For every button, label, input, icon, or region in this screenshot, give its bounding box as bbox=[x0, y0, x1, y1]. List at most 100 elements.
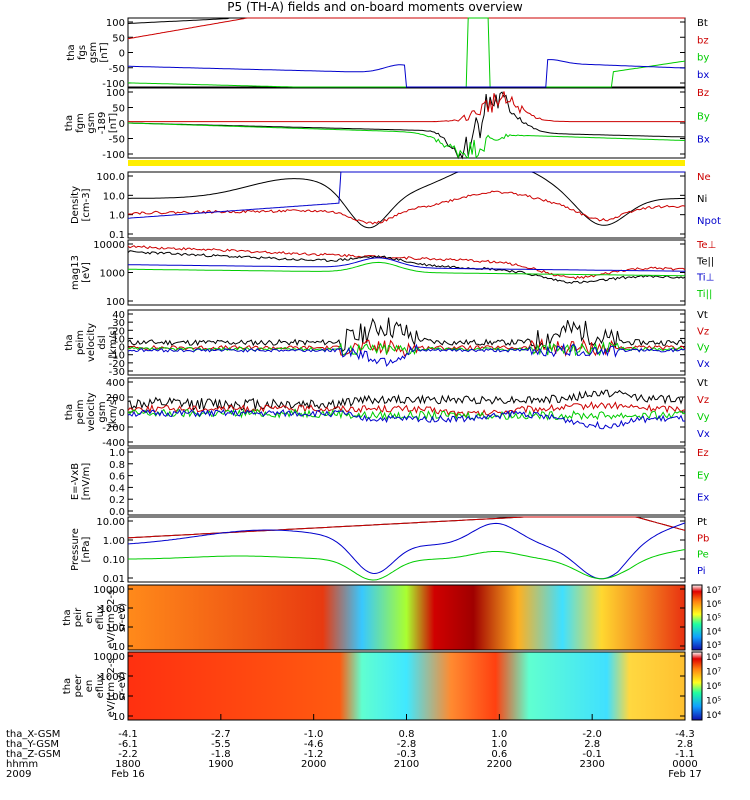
y-tick-label: 1000 bbox=[100, 672, 125, 683]
y-tick-label: 10000 bbox=[93, 240, 125, 251]
colorbar-tick-label: 10⁵ bbox=[706, 697, 721, 707]
y-tick-label: 100 bbox=[106, 297, 125, 308]
series-line bbox=[127, 250, 686, 284]
series-line bbox=[128, 257, 685, 272]
y-tick-label: 0 bbox=[119, 49, 125, 60]
y-tick-label: 0.4 bbox=[109, 483, 125, 494]
x-tick-label: -1.0 bbox=[304, 729, 324, 740]
x-tick-label: 1900 bbox=[208, 759, 233, 770]
colorbar-tick-label: 10³ bbox=[706, 641, 721, 651]
y-tick-label: 100 bbox=[106, 623, 125, 634]
y-tick-label: 0 bbox=[119, 408, 125, 419]
y-tick-label: 10000 bbox=[93, 652, 125, 663]
y-tick-label: 0.10 bbox=[103, 555, 125, 566]
y-axis-label: gsm bbox=[97, 401, 108, 422]
y-axis-label: [eV] bbox=[81, 262, 92, 283]
y-tick-label: 100 bbox=[106, 88, 125, 99]
series-line bbox=[127, 408, 686, 430]
x-axis-row-label: tha_Y-GSM bbox=[6, 739, 59, 750]
x-tick-label: 2200 bbox=[487, 759, 512, 770]
panel-frame bbox=[127, 516, 686, 583]
series-line bbox=[127, 401, 686, 418]
x-tick-label: 1.0 bbox=[491, 729, 507, 740]
y-axis-label: tha bbox=[64, 115, 75, 131]
series-line bbox=[127, 17, 685, 40]
y-axis-label: tha bbox=[64, 334, 75, 350]
y-axis-label: [km/s] bbox=[108, 326, 119, 358]
y-tick-label: 100 bbox=[106, 692, 125, 703]
y-tick-label: 10.00 bbox=[96, 517, 125, 528]
y-tick-label: 100 bbox=[106, 18, 125, 29]
x-tick-label: -2.8 bbox=[397, 739, 417, 750]
legend-entry: Te⊥ bbox=[696, 240, 716, 251]
y-axis-label: velocity bbox=[86, 392, 97, 431]
page-title: P5 (TH-A) fields and on-board moments ov… bbox=[227, 0, 523, 14]
y-tick-label: 0.01 bbox=[103, 574, 125, 585]
y-tick-label: 1.0 bbox=[109, 211, 125, 222]
y-tick-label: 0.8 bbox=[109, 460, 125, 471]
x-tick-label: -0.1 bbox=[582, 749, 602, 760]
x-tick-label: 1800 bbox=[115, 759, 140, 770]
legend-entry: Te|| bbox=[696, 256, 714, 267]
y-axis-label: tha bbox=[62, 678, 73, 694]
panel-frame bbox=[127, 17, 686, 88]
legend-entry: Pb bbox=[697, 533, 709, 544]
y-tick-label: 50 bbox=[112, 104, 125, 115]
legend-entry: Vx bbox=[697, 359, 710, 370]
colorbar-tick-label: 10⁸ bbox=[706, 653, 721, 663]
colorbar-tick-label: 10⁷ bbox=[706, 586, 721, 596]
y-axis-label: fgm bbox=[75, 113, 86, 133]
y-tick-label: 10 bbox=[112, 642, 125, 653]
y-axis-label: gsm bbox=[88, 42, 99, 63]
series-line bbox=[127, 171, 685, 219]
y-axis-label: peim bbox=[75, 330, 86, 355]
legend-entry: Ne bbox=[697, 172, 711, 183]
y-axis-label: -189 bbox=[97, 112, 108, 135]
series-line bbox=[128, 91, 685, 123]
series-line bbox=[127, 389, 686, 411]
y-axis-label: Density bbox=[70, 186, 81, 224]
y-tick-label: 1000 bbox=[100, 269, 125, 280]
y-tick-label: -50 bbox=[109, 64, 125, 75]
x-axis-row-label: hhmm bbox=[6, 759, 38, 770]
y-tick-label: 10000 bbox=[93, 585, 125, 596]
legend-entry: bz bbox=[697, 35, 709, 46]
y-tick-label: 200 bbox=[106, 393, 125, 404]
panel-frame bbox=[127, 584, 686, 651]
x-tick-label: -1.2 bbox=[304, 749, 324, 760]
y-axis-label: [km/s] bbox=[108, 396, 119, 428]
y-axis-label: fgs bbox=[77, 45, 88, 60]
y-axis-label: gsm bbox=[86, 112, 97, 133]
y-tick-label: 0 bbox=[119, 343, 125, 354]
y-tick-label: -30 bbox=[109, 367, 125, 378]
y-tick-label: 1.00 bbox=[103, 536, 125, 547]
series-line bbox=[128, 171, 686, 229]
panel-frame bbox=[127, 87, 686, 159]
y-tick-label: -400 bbox=[102, 438, 125, 449]
legend-entry: Vy bbox=[697, 343, 710, 354]
legend-entry: Vy bbox=[697, 412, 710, 423]
x-tick-label: 2300 bbox=[579, 759, 604, 770]
y-tick-label: -100 bbox=[102, 79, 125, 90]
y-axis-label: [mV/m] bbox=[81, 463, 92, 501]
x-axis-row-label: tha_X-GSM bbox=[6, 729, 60, 740]
x-tick-label: -4.6 bbox=[304, 739, 324, 750]
x-tick-label: -6.1 bbox=[118, 739, 138, 750]
colorbar-tick-label: 10⁴ bbox=[706, 627, 721, 637]
colorbar-tick-label: 10⁵ bbox=[706, 614, 721, 624]
y-tick-label: 40 bbox=[112, 310, 125, 321]
x-tick-label: Feb 17 bbox=[668, 769, 702, 780]
x-tick-label: -5.5 bbox=[211, 739, 231, 750]
series-line bbox=[127, 17, 685, 24]
legend-entry: by bbox=[697, 53, 709, 64]
legend-entry: By bbox=[697, 111, 710, 122]
y-tick-label: 10 bbox=[112, 334, 125, 345]
y-tick-label: -20 bbox=[109, 359, 125, 370]
y-tick-label: 30 bbox=[112, 318, 125, 329]
legend-entry: Pe bbox=[697, 550, 709, 561]
legend-entry: Bt bbox=[697, 18, 708, 29]
y-axis-label: peer bbox=[73, 674, 84, 698]
y-tick-label: 10.0 bbox=[103, 191, 125, 202]
series-line bbox=[127, 122, 686, 159]
